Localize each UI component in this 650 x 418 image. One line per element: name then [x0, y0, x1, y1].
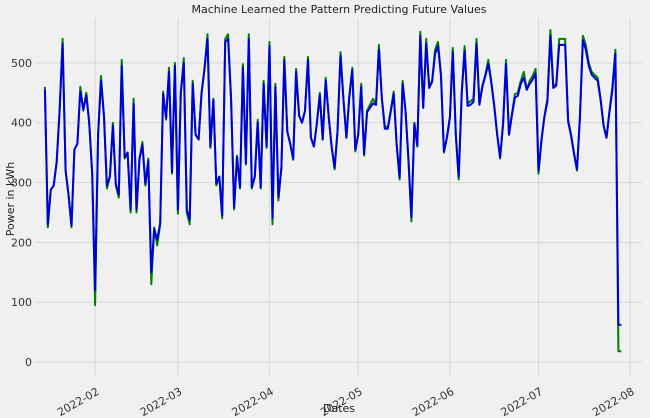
- y-tick-label: 0: [25, 356, 32, 369]
- x-tick-label: 2022-07: [499, 385, 545, 418]
- series-layer: [43, 29, 622, 353]
- y-tick-label: 400: [11, 117, 32, 130]
- x-tick-label: 2022-03: [138, 385, 184, 418]
- y-axis-label: Power in kWh: [4, 162, 17, 237]
- x-tick-label: 2022-02: [55, 385, 101, 418]
- y-tick-label: 300: [11, 177, 32, 190]
- x-tick-label: 2022-04: [230, 385, 276, 418]
- y-tick-label: 100: [11, 296, 32, 309]
- y-tick-label: 500: [11, 57, 32, 70]
- grid: [36, 18, 642, 377]
- x-tick-label: 2022-06: [410, 385, 456, 418]
- chart-title: Machine Learned the Pattern Predicting F…: [191, 3, 486, 16]
- y-tick-label: 200: [11, 236, 32, 249]
- x-tick-label: 2022-08: [590, 385, 636, 418]
- y-axis-ticks: 0 100 200 300 400 500: [11, 57, 32, 369]
- x-axis-label: Dates: [323, 402, 355, 415]
- series-line-blue: [43, 34, 622, 326]
